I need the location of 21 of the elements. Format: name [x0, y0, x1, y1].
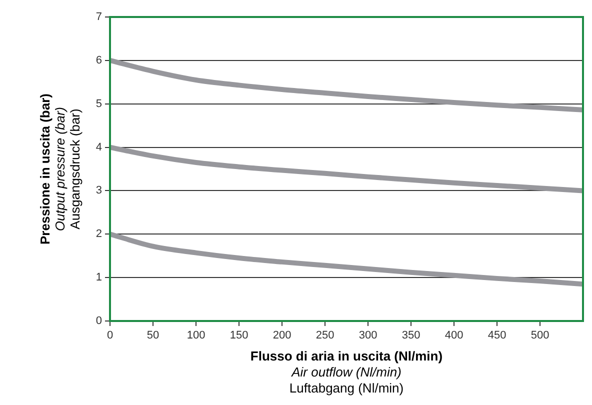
- y-tick-label: 6: [96, 54, 102, 66]
- x-tick-label: 350: [402, 330, 420, 342]
- x-tick-label: 450: [488, 330, 506, 342]
- y-tick-label: 3: [96, 184, 102, 197]
- x-tick-label: 50: [146, 330, 160, 342]
- y-tick-label: 5: [96, 98, 102, 110]
- y-tick-label: 0: [96, 315, 102, 328]
- x-tick-label: 500: [530, 330, 550, 342]
- y-tick-label: 1: [96, 272, 102, 284]
- x-axis-title: Flusso di aria in uscita (Nl/min) Air outflow (Nl/min) Luftabgang (Nl/min): [250, 348, 443, 396]
- x-tick-label: 150: [230, 330, 248, 342]
- y-tick-label: 7: [96, 11, 102, 24]
- x-tick-label: 250: [316, 330, 334, 342]
- y-tick-label: 2: [96, 228, 102, 240]
- x-tick-label: 200: [272, 330, 292, 342]
- y-axis-title: Pressione in uscita (bar) Output pressure (bar) Ausgangsdruck (bar): [38, 94, 83, 244]
- x-tick-label: 0: [106, 330, 114, 342]
- x-tick-label: 100: [186, 330, 206, 342]
- x-tick-label: 300: [358, 330, 378, 342]
- y-tick-label: 4: [96, 141, 102, 154]
- x-tick-label: 400: [444, 330, 464, 342]
